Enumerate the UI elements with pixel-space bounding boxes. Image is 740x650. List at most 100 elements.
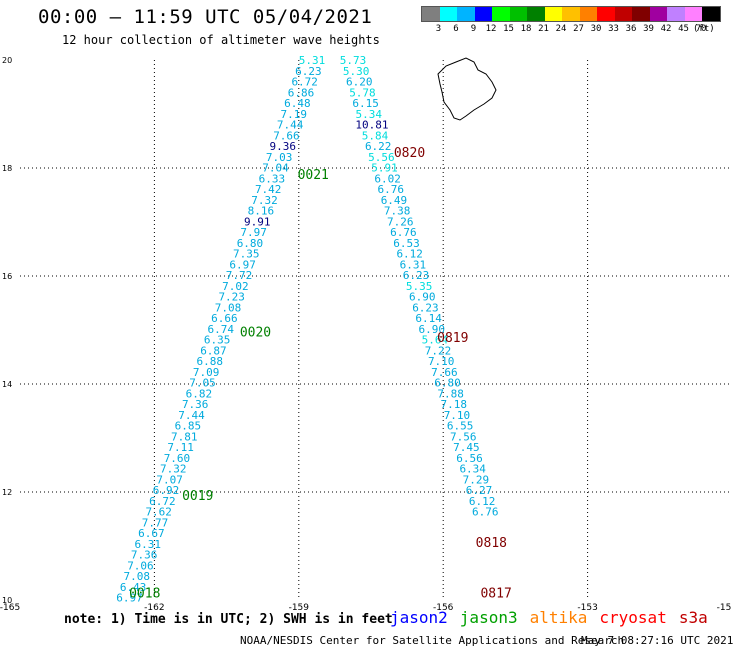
hawaii-coastline [437, 57, 497, 121]
swh-value: 7.32 [160, 463, 187, 476]
swh-value: 6.76 [472, 506, 499, 519]
swh-value: 7.56 [450, 430, 477, 443]
legend-label: 9 [470, 24, 477, 34]
pass-time-label: 0019 [182, 489, 213, 504]
pass-time-label: 0819 [437, 331, 468, 346]
swh-value: 5.84 [362, 129, 389, 142]
legend-swatch [597, 7, 615, 21]
pass-time-label: 0817 [480, 586, 511, 601]
legend-swatch [649, 7, 667, 21]
pass-time-label: 0018 [129, 586, 160, 601]
swh-value: 5.34 [356, 108, 383, 121]
swh-value: 6.23 [412, 301, 439, 314]
swh-value: 7.02 [222, 280, 249, 293]
pass-time-label: 0818 [476, 536, 507, 551]
swh-value: 5.91 [371, 162, 398, 175]
legend-label: 42 [660, 24, 672, 34]
legend-label: 21 [538, 24, 549, 34]
footer-note: note: 1) Time is in UTC; 2) SWH is in fe… [64, 612, 393, 627]
legend-label: 27 [573, 24, 584, 34]
swh-value: 6.66 [211, 312, 238, 325]
swh-value: 6.53 [393, 237, 420, 250]
swh-value: 7.29 [463, 473, 490, 486]
x-tick-label: -165 [0, 603, 20, 613]
altimeter-tracks: 5.316.236.726.866.487.197.447.669.367.03… [116, 54, 512, 605]
swh-value: 7.44 [277, 119, 304, 132]
swh-value: 6.72 [149, 495, 176, 508]
swh-value: 6.87 [200, 344, 227, 357]
legend-swatch [702, 7, 720, 21]
legend-label: 33 [608, 24, 619, 34]
swh-value: 7.18 [441, 398, 468, 411]
legend-label: 45 [678, 24, 689, 34]
swh-value: 6.31 [135, 538, 162, 551]
swh-value: 7.97 [240, 226, 267, 239]
swh-value: 6.80 [434, 377, 461, 390]
satellite-jason2: jason2 [390, 608, 448, 627]
swh-value: 5.30 [343, 65, 370, 78]
swh-value: 8.16 [248, 205, 275, 218]
swh-value: 5.35 [406, 280, 433, 293]
y-tick-label: 10 [2, 596, 12, 605]
swh-value: 10.81 [355, 119, 388, 132]
legend-swatch [509, 7, 527, 21]
legend-swatch [684, 7, 702, 21]
swh-value: 6.97 [116, 592, 143, 605]
swh-value: 6.15 [352, 97, 379, 110]
map-grid [20, 60, 732, 600]
swh-value: 6.97 [229, 258, 256, 271]
credit-line: NOAA/NESDIS Center for Satellite Applica… [240, 634, 625, 647]
x-tick-label: -162 [144, 603, 164, 613]
swh-value: 7.07 [156, 473, 183, 486]
legend-swatch [562, 7, 580, 21]
legend-label: 3 [435, 24, 442, 34]
legend-label: 39 [643, 24, 654, 34]
legend-label: 6 [453, 24, 459, 34]
swh-value: 5.64 [422, 334, 449, 347]
pass-time-label: 0020 [240, 325, 271, 340]
legend-label: 36 [625, 24, 637, 34]
swh-value: 7.06 [127, 559, 154, 572]
swh-value: 7.62 [145, 506, 172, 519]
x-tick-label: -159 [289, 603, 310, 613]
swh-value: 7.32 [251, 194, 278, 207]
x-tick-label: -153 [577, 603, 597, 613]
legend-label: 30 [590, 24, 602, 34]
pass-time-label: 0820 [394, 146, 425, 161]
legend-label: 24 [555, 24, 567, 34]
swh-value: 5.73 [340, 54, 367, 67]
y-tick-label: 18 [2, 164, 12, 173]
swh-value: 6.02 [374, 172, 401, 185]
swh-value: 7.66 [273, 129, 300, 142]
swh-value: 6.23 [403, 269, 430, 282]
swh-value: 7.08 [124, 570, 151, 583]
swh-value: 6.33 [259, 172, 286, 185]
legend-swatch [439, 7, 457, 21]
legend-swatch [422, 7, 440, 21]
swh-value: 5.56 [368, 151, 395, 164]
swh-value: 7.23 [218, 291, 245, 304]
swh-value: 6.85 [175, 420, 202, 433]
swh-value: 6.48 [284, 97, 311, 110]
legend-swatch [492, 7, 510, 21]
swh-value: 7.81 [171, 430, 198, 443]
swh-value: 6.56 [456, 452, 483, 465]
swh-value: 6.23 [295, 65, 322, 78]
swh-value: 7.36 [131, 549, 158, 562]
swh-value: 7.10 [428, 355, 455, 368]
swh-value: 6.49 [381, 194, 408, 207]
legend-labels: (ft) 3 6 9 12 15 18 21 24 27 30 33 36 39 42 45 70 [421, 22, 721, 36]
swh-value: 7.45 [453, 441, 480, 454]
swh-value: 6.34 [459, 463, 486, 476]
legend-swatch [579, 7, 597, 21]
swh-value: 7.72 [226, 269, 253, 282]
swh-value: 6.72 [291, 76, 318, 89]
swh-value: 6.20 [346, 76, 373, 89]
satellite-cryosat: cryosat [599, 608, 667, 627]
swh-value: 7.35 [233, 248, 260, 261]
swh-value: 6.22 [365, 140, 392, 153]
issue-timestamp: May 7 08:27:16 UTC 2021 [581, 634, 734, 647]
swh-value: 6.74 [208, 323, 235, 336]
swh-value: 6.55 [447, 420, 474, 433]
swh-value: 6.90 [409, 291, 436, 304]
